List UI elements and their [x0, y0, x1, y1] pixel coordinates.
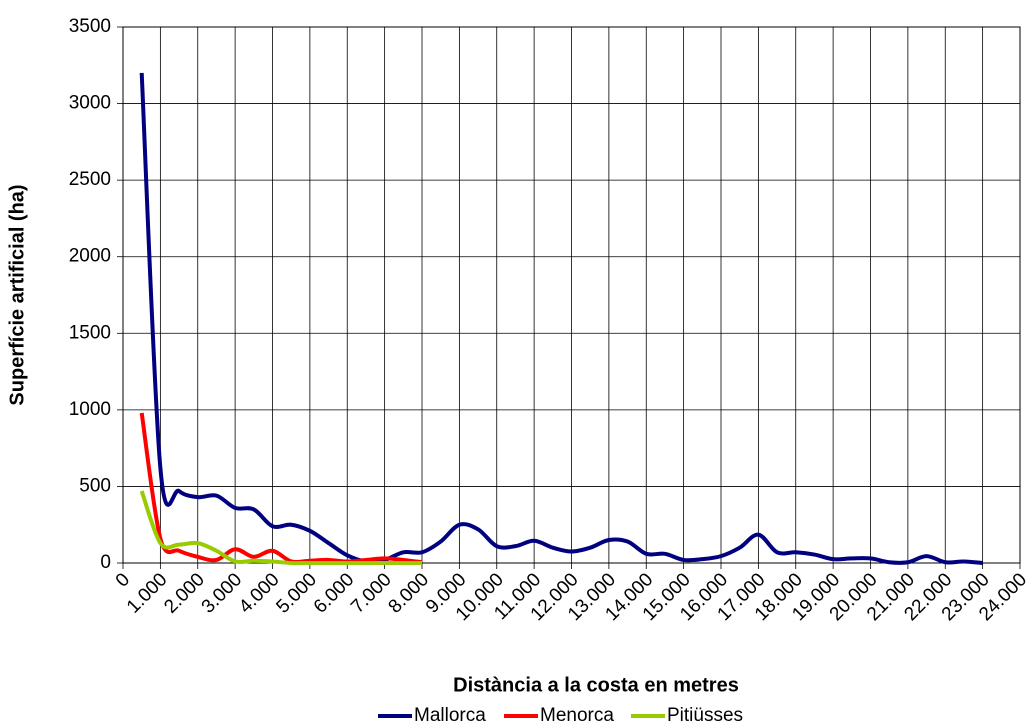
x-tick-label: 2.000	[160, 569, 208, 617]
legend-label: Pitiüsses	[667, 705, 743, 726]
line-series	[139, 490, 422, 566]
legend-label: Menorca	[540, 705, 614, 726]
legend-label: Mallorca	[414, 705, 486, 726]
x-tick-label: 5.000	[272, 569, 320, 617]
x-tick-label: 0	[112, 569, 134, 591]
plot-border	[122, 26, 1021, 564]
line-series	[139, 412, 423, 565]
x-tick-label: 4.000	[235, 569, 283, 617]
x-axis-title: Distància a la costa en metres	[453, 674, 739, 696]
y-tick-label: 500	[79, 475, 111, 496]
y-tick-label: 3000	[69, 93, 111, 114]
x-tick-label: 6.000	[310, 569, 358, 617]
y-axis-title: Superfície artificial (ha)	[6, 184, 28, 405]
x-tick-label: 3.000	[198, 569, 246, 617]
x-tick-label: 1.000	[123, 569, 171, 617]
y-tick-label: 2500	[69, 169, 111, 190]
line-series	[139, 72, 983, 565]
x-tick-label: 7.000	[347, 569, 395, 617]
x-tick-label: 8.000	[385, 569, 433, 617]
y-tick-label: 2000	[69, 246, 111, 267]
y-tick-label: 0	[100, 552, 111, 573]
y-tick-label: 3500	[69, 16, 111, 37]
y-tick-label: 1000	[69, 399, 111, 420]
y-tick-label: 1500	[69, 322, 111, 343]
